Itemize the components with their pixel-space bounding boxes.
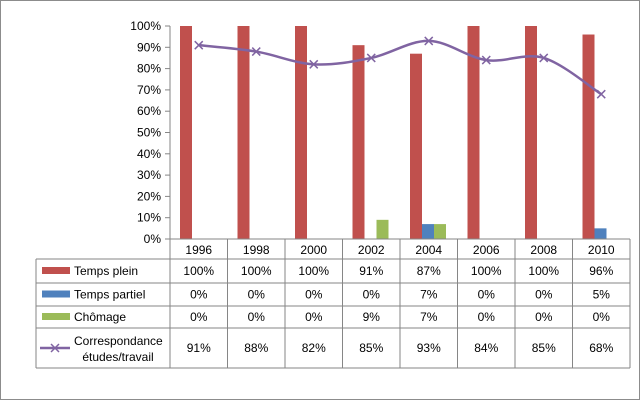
data-label-correspondance: 85% <box>532 341 556 355</box>
data-label-correspondance: 82% <box>302 341 326 355</box>
data-label-ch-mage: 0% <box>535 310 553 324</box>
legend-label-line2-correspondance: études/travail <box>82 350 153 364</box>
bar-temps-partiel-2004 <box>422 224 434 239</box>
bar-temps-plein-2008 <box>525 26 537 239</box>
data-label-ch-mage: 7% <box>420 310 438 324</box>
y-tick-label: 0% <box>144 232 162 246</box>
data-label-temps-partiel: 0% <box>190 288 208 302</box>
data-label-ch-mage: 0% <box>190 310 208 324</box>
bar-temps-plein-2006 <box>467 26 480 239</box>
data-label-temps-partiel: 5% <box>593 288 611 302</box>
marker-correspondance-2000 <box>309 59 319 69</box>
y-tick-label: 70% <box>137 83 161 97</box>
data-label-temps-partiel: 0% <box>535 288 553 302</box>
x-category-label: 2002 <box>358 243 385 257</box>
data-label-ch-mage: 0% <box>305 310 323 324</box>
bar-temps-partiel-2010 <box>594 228 607 239</box>
legend-marker-correspondance <box>50 343 60 353</box>
x-category-label: 2000 <box>300 243 327 257</box>
data-label-temps-plein: 87% <box>417 264 441 278</box>
data-label-temps-plein: 100% <box>471 264 502 278</box>
data-label-temps-plein: 91% <box>359 264 383 278</box>
marker-correspondance-2004 <box>424 36 434 46</box>
marker-correspondance-1996 <box>194 40 204 50</box>
legend-key-temps-plein <box>42 267 70 274</box>
y-tick-label: 60% <box>137 104 161 118</box>
x-category-label: 2008 <box>530 243 557 257</box>
data-label-correspondance: 68% <box>589 341 613 355</box>
data-label-correspondance: 85% <box>359 341 383 355</box>
legend-label-temps-partiel: Temps partiel <box>74 288 145 302</box>
y-tick-label: 30% <box>137 168 161 182</box>
x-category-label: 2004 <box>415 243 442 257</box>
bar-ch-mage-2002 <box>376 219 389 239</box>
bar-temps-plein-2000 <box>295 26 307 239</box>
y-tick-label: 40% <box>137 147 161 161</box>
bar-ch-mage-2004 <box>434 224 446 239</box>
data-label-temps-partiel: 0% <box>363 288 381 302</box>
data-label-correspondance: 91% <box>187 341 211 355</box>
bar-temps-plein-1996 <box>180 26 192 239</box>
marker-correspondance-2006 <box>481 55 491 65</box>
data-label-correspondance: 88% <box>244 341 268 355</box>
bar-temps-plein-2002 <box>352 45 365 239</box>
data-label-temps-plein: 100% <box>241 264 272 278</box>
x-category-label: 1998 <box>243 243 270 257</box>
data-label-correspondance: 93% <box>417 341 441 355</box>
legend-key-ch-mage <box>42 313 70 320</box>
bar-temps-plein-1998 <box>237 26 250 239</box>
data-label-correspondance: 84% <box>474 341 498 355</box>
data-label-temps-partiel: 0% <box>305 288 323 302</box>
legend-label-ch-mage: Chômage <box>74 310 126 324</box>
data-label-ch-mage: 0% <box>248 310 266 324</box>
marker-correspondance-1998 <box>251 47 261 57</box>
y-tick-label: 80% <box>137 62 161 76</box>
x-category-label: 2010 <box>588 243 615 257</box>
y-tick-label: 50% <box>137 126 161 140</box>
y-tick-label: 10% <box>137 211 161 225</box>
data-label-ch-mage: 0% <box>593 310 611 324</box>
x-category-label: 1996 <box>185 243 212 257</box>
data-label-temps-plein: 100% <box>183 264 214 278</box>
data-label-temps-plein: 100% <box>298 264 329 278</box>
y-tick-label: 90% <box>137 40 161 54</box>
data-label-temps-plein: 96% <box>589 264 613 278</box>
data-label-ch-mage: 9% <box>363 310 381 324</box>
data-label-temps-partiel: 7% <box>420 288 438 302</box>
data-label-ch-mage: 0% <box>478 310 496 324</box>
legend-key-temps-partiel <box>42 290 70 298</box>
data-label-temps-plein: 100% <box>528 264 559 278</box>
data-label-temps-partiel: 0% <box>248 288 266 302</box>
data-label-temps-partiel: 0% <box>478 288 496 302</box>
bar-temps-plein-2004 <box>410 53 422 239</box>
y-tick-label: 100% <box>130 19 161 33</box>
marker-correspondance-2008 <box>539 53 549 63</box>
legend-label-correspondance: Correspondance <box>74 334 163 348</box>
y-tick-label: 20% <box>137 189 161 203</box>
marker-correspondance-2002 <box>366 53 376 63</box>
bar-temps-plein-2010 <box>582 34 595 239</box>
marker-correspondance-2010 <box>596 89 606 99</box>
x-category-label: 2006 <box>473 243 500 257</box>
legend-label-temps-plein: Temps plein <box>74 264 138 278</box>
